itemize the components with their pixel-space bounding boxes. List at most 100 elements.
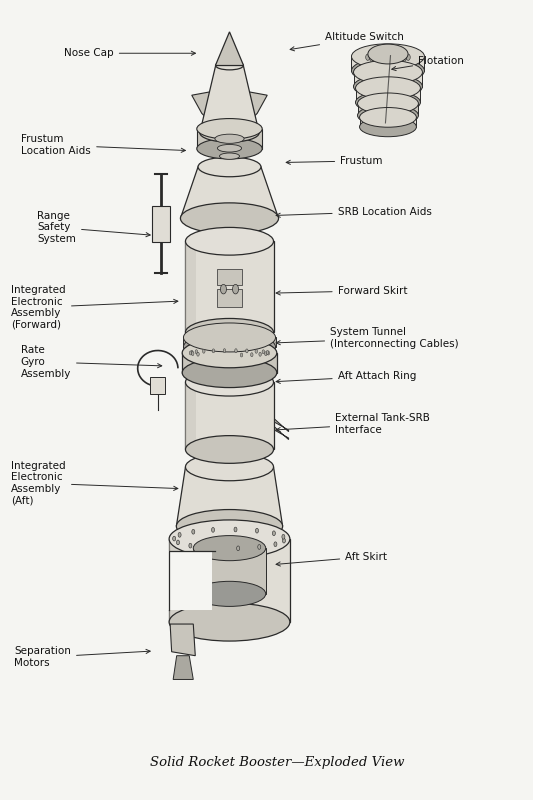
Bar: [358, 103, 418, 115]
Bar: [169, 539, 290, 622]
Polygon shape: [170, 624, 195, 656]
Circle shape: [264, 352, 267, 356]
Circle shape: [173, 536, 176, 541]
Circle shape: [240, 353, 243, 357]
Ellipse shape: [356, 91, 421, 114]
Ellipse shape: [351, 44, 424, 69]
Ellipse shape: [215, 134, 244, 143]
Circle shape: [189, 351, 192, 355]
Ellipse shape: [358, 105, 418, 126]
Ellipse shape: [169, 603, 290, 641]
Text: Forward Skirt: Forward Skirt: [276, 286, 407, 296]
Circle shape: [232, 285, 239, 294]
Bar: [185, 382, 196, 450]
Ellipse shape: [197, 138, 262, 159]
Bar: [183, 338, 276, 347]
Polygon shape: [274, 427, 288, 439]
Circle shape: [212, 349, 215, 353]
Polygon shape: [181, 167, 279, 218]
Bar: [185, 242, 273, 332]
Polygon shape: [215, 32, 244, 66]
Circle shape: [221, 285, 227, 294]
Ellipse shape: [356, 77, 421, 99]
Bar: [356, 88, 421, 102]
Ellipse shape: [198, 157, 261, 177]
Text: SRB Location Aids: SRB Location Aids: [276, 206, 432, 218]
Ellipse shape: [185, 436, 273, 463]
Circle shape: [223, 349, 226, 353]
Ellipse shape: [193, 536, 266, 561]
Polygon shape: [200, 66, 259, 133]
Circle shape: [178, 533, 181, 538]
Polygon shape: [244, 91, 267, 127]
Circle shape: [406, 54, 410, 60]
Ellipse shape: [216, 61, 244, 70]
Circle shape: [267, 351, 270, 355]
Circle shape: [191, 350, 193, 354]
Circle shape: [282, 534, 285, 539]
Circle shape: [176, 540, 180, 545]
Circle shape: [192, 530, 195, 534]
Ellipse shape: [185, 453, 273, 481]
Bar: [169, 539, 183, 622]
Bar: [150, 377, 165, 394]
Text: Flotation: Flotation: [392, 56, 464, 70]
Circle shape: [234, 527, 237, 532]
Circle shape: [262, 350, 264, 354]
Circle shape: [259, 352, 261, 356]
Circle shape: [246, 349, 248, 353]
Text: Nose Cap: Nose Cap: [64, 48, 196, 58]
Ellipse shape: [169, 520, 290, 558]
Bar: [353, 72, 423, 86]
Ellipse shape: [360, 117, 416, 137]
Ellipse shape: [183, 333, 276, 362]
Polygon shape: [176, 467, 282, 526]
Ellipse shape: [185, 227, 273, 255]
Ellipse shape: [353, 60, 423, 84]
Bar: [152, 206, 171, 242]
Circle shape: [366, 54, 370, 60]
Circle shape: [212, 527, 215, 532]
Text: Altitude Switch: Altitude Switch: [290, 33, 404, 51]
Circle shape: [379, 52, 384, 58]
Polygon shape: [173, 656, 193, 679]
Bar: [193, 548, 266, 594]
Ellipse shape: [358, 93, 418, 114]
Text: Integrated
Electronic
Assembly
(Aft): Integrated Electronic Assembly (Aft): [11, 461, 178, 506]
Polygon shape: [274, 419, 288, 432]
Text: Solid Rocket Booster—Exploded View: Solid Rocket Booster—Exploded View: [150, 756, 405, 769]
Ellipse shape: [368, 44, 408, 64]
Ellipse shape: [200, 123, 259, 142]
Circle shape: [282, 538, 286, 543]
Circle shape: [203, 350, 205, 353]
Ellipse shape: [176, 510, 282, 543]
Circle shape: [402, 53, 406, 59]
Bar: [360, 118, 416, 127]
Ellipse shape: [351, 58, 424, 83]
Bar: [193, 548, 202, 594]
Ellipse shape: [197, 118, 262, 139]
Circle shape: [369, 55, 374, 62]
Ellipse shape: [183, 323, 276, 352]
Text: External Tank-SRB
Interface: External Tank-SRB Interface: [276, 413, 430, 434]
Text: Aft Attach Ring: Aft Attach Ring: [276, 371, 416, 383]
Circle shape: [272, 531, 276, 536]
Text: System Tunnel
(Interconnecting Cables): System Tunnel (Interconnecting Cables): [276, 327, 459, 349]
Ellipse shape: [193, 582, 266, 606]
Bar: [185, 382, 273, 450]
Ellipse shape: [182, 338, 277, 368]
Circle shape: [195, 350, 198, 354]
Bar: [185, 242, 196, 332]
Circle shape: [402, 55, 406, 62]
Circle shape: [379, 56, 384, 62]
Circle shape: [392, 52, 396, 58]
Circle shape: [235, 349, 237, 353]
Circle shape: [197, 352, 199, 356]
Circle shape: [258, 545, 261, 550]
Ellipse shape: [185, 318, 273, 346]
Circle shape: [255, 528, 259, 533]
Ellipse shape: [360, 107, 416, 127]
Circle shape: [369, 53, 374, 59]
Ellipse shape: [182, 358, 277, 387]
Ellipse shape: [185, 368, 273, 396]
